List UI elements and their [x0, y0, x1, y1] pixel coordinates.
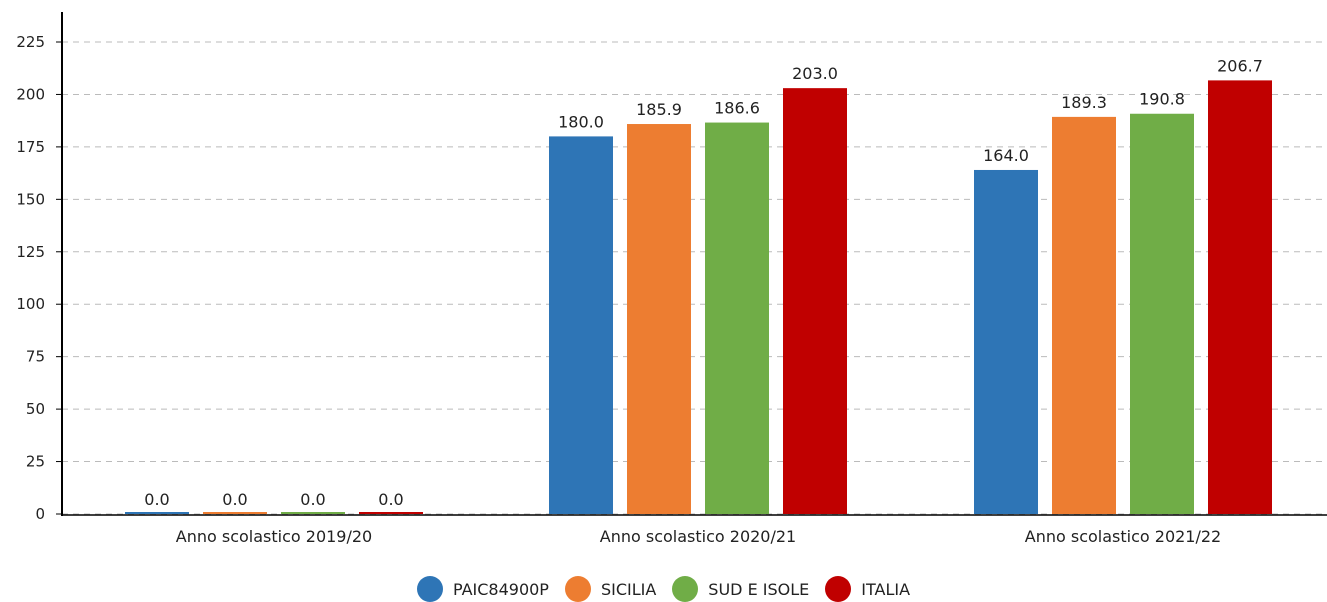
data-label: 0.0 [222, 490, 247, 509]
bar-sud-e-isole [705, 122, 769, 515]
legend-swatch-icon [672, 576, 699, 602]
legend-label: PAIC84900P [452, 579, 549, 599]
x-axis-categories: Anno scolastico 2019/20 Anno scolastico 2… [176, 527, 1221, 546]
bar-chart: 0 25 50 75 100 125 150 175 200 225 0.0 0.0 0.0 0.0 18… [16, 12, 1327, 546]
legend-item[interactable]: ITALIA [825, 576, 910, 602]
legend-swatch-icon [564, 576, 591, 602]
data-label: 0.0 [378, 490, 403, 509]
bar-italia [1208, 80, 1272, 514]
bar-paic84900p [549, 136, 613, 514]
bar-italia [359, 512, 423, 514]
y-tick-label: 25 [26, 453, 45, 471]
data-labels: 0.0 0.0 0.0 0.0 180.0 185.9 186.6 203.0 164.0 189… [144, 56, 1263, 509]
data-label: 203.0 [792, 64, 838, 83]
bar-sud-e-isole [281, 512, 345, 514]
data-label: 180.0 [558, 112, 604, 131]
data-label: 190.8 [1139, 90, 1185, 109]
data-label: 0.0 [144, 490, 169, 509]
data-label: 164.0 [983, 146, 1029, 165]
data-label: 186.6 [714, 99, 760, 118]
bar-paic84900p [974, 169, 1038, 514]
y-tick-label: 0 [35, 505, 45, 523]
bar-sud-e-isole [1130, 113, 1194, 514]
data-label: 0.0 [300, 490, 325, 509]
y-tick-label: 225 [16, 33, 45, 51]
y-tick-label: 75 [26, 348, 45, 366]
bar-sicilia [627, 124, 691, 515]
legend-label: SUD E ISOLE [708, 579, 810, 599]
y-tick-label: 50 [26, 400, 45, 418]
y-tick-label: 125 [16, 243, 45, 261]
legend-item[interactable]: SICILIA [564, 576, 657, 602]
legend-label: SICILIA [600, 579, 657, 599]
data-label: 189.3 [1061, 93, 1107, 112]
y-axis-ticks: 0 25 50 75 100 125 150 175 200 225 [16, 33, 62, 523]
y-tick-label: 175 [16, 138, 45, 156]
gridlines [62, 41, 1327, 515]
bar-sicilia [1052, 116, 1116, 515]
legend-item[interactable]: PAIC84900P [416, 576, 549, 602]
bars [125, 80, 1272, 515]
x-category-label: Anno scolastico 2019/20 [176, 527, 372, 546]
data-label: 185.9 [636, 100, 682, 119]
legend-label: ITALIA [861, 579, 911, 599]
bar-italia [783, 88, 847, 514]
data-label: 206.7 [1217, 56, 1263, 75]
legend-item[interactable]: SUD E ISOLE [672, 576, 809, 602]
bar-paic84900p [125, 512, 189, 514]
legend-swatch-icon [825, 576, 852, 602]
y-tick-label: 150 [16, 190, 45, 208]
y-tick-label: 200 [16, 85, 45, 103]
y-tick-label: 100 [16, 295, 45, 313]
bar-sicilia [203, 512, 267, 514]
x-category-label: Anno scolastico 2021/22 [1025, 527, 1221, 546]
x-category-label: Anno scolastico 2020/21 [600, 527, 796, 546]
legend-swatch-icon [416, 576, 443, 602]
legend: PAIC84900P SICILIA SUD E ISOLE ITALIA [0, 576, 1327, 602]
